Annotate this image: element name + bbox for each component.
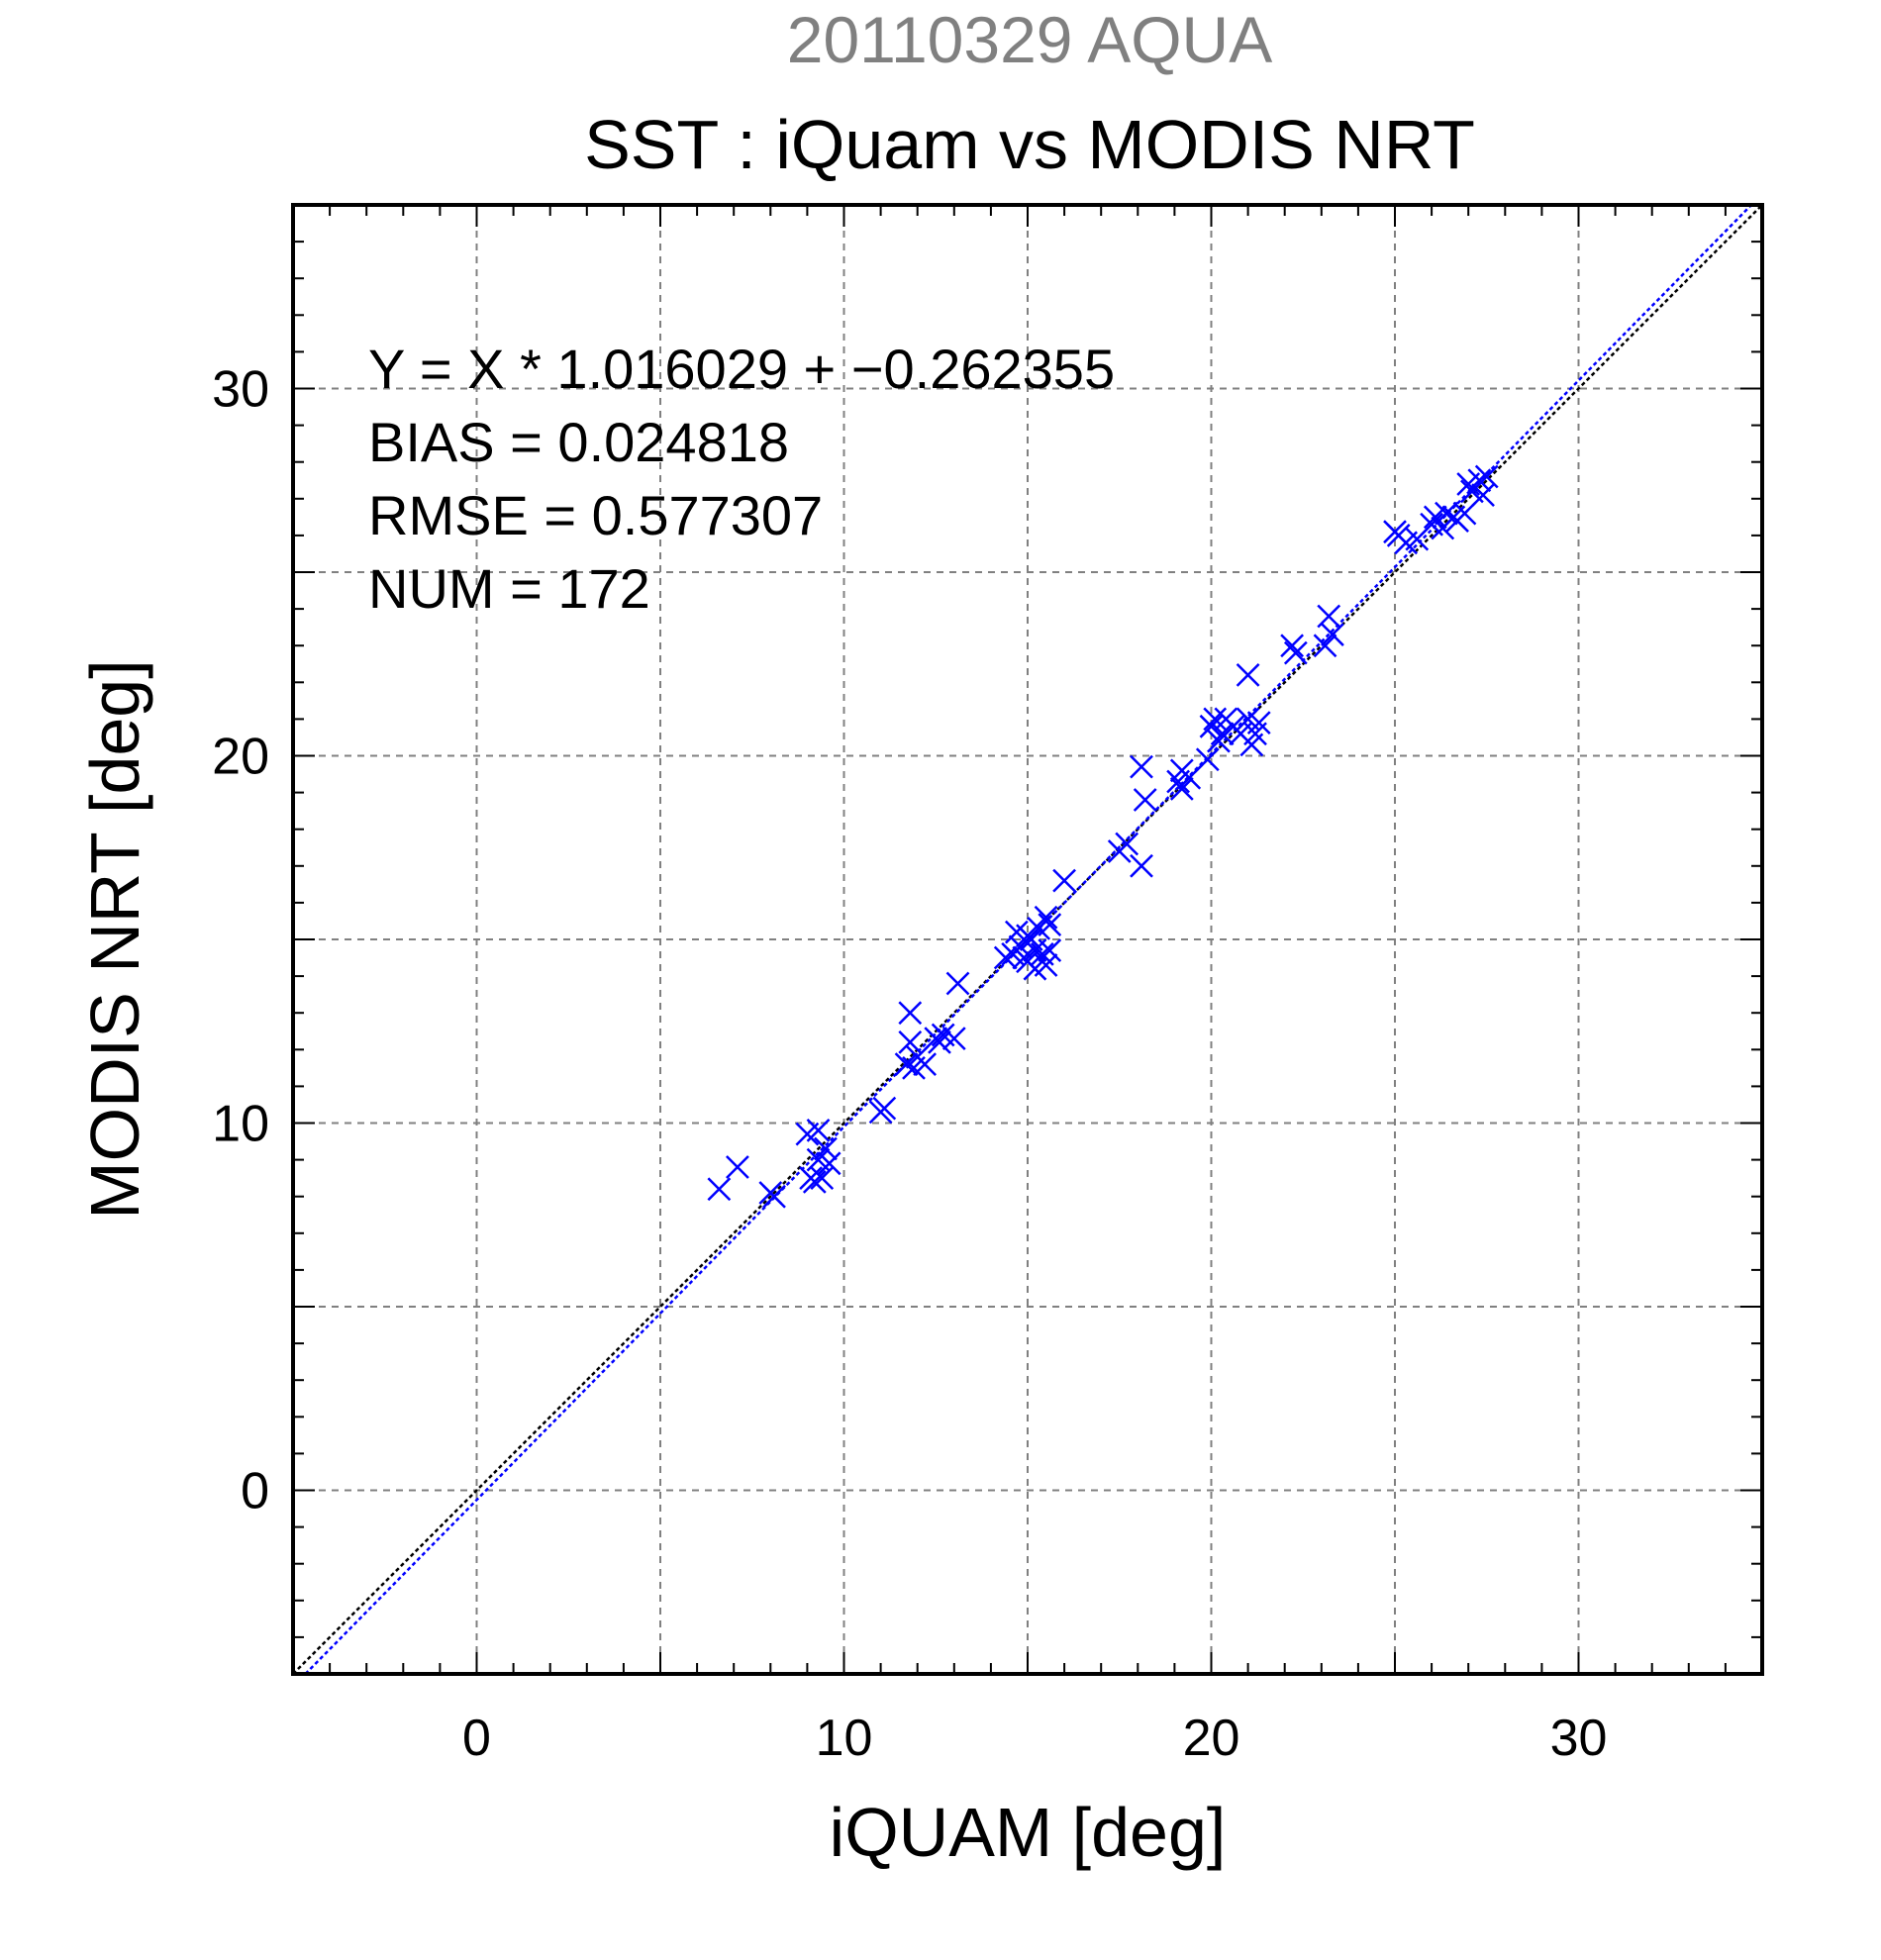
data-point-marker (1210, 722, 1235, 746)
data-point-marker (1452, 501, 1477, 526)
chart-supertitle: 20110329 AQUA (787, 3, 1273, 76)
data-point-marker (1133, 788, 1157, 812)
data-point-marker (817, 1151, 842, 1176)
data-point-marker (928, 1029, 951, 1054)
data-point-marker (726, 1155, 749, 1179)
data-point-marker (1038, 938, 1062, 963)
data-point-marker (1195, 747, 1220, 772)
data-point-marker (1034, 905, 1058, 930)
data-point-marker (1199, 714, 1224, 738)
tick-labels: 0 10 20 30 0 10 20 30 (212, 361, 1607, 1768)
y-axis-label: MODIS NRT [deg] (76, 659, 153, 1219)
data-point-marker (898, 1001, 923, 1026)
data-point-marker (1115, 832, 1139, 856)
data-point-marker (810, 1166, 835, 1191)
data-point-marker (1435, 501, 1458, 526)
data-point-marker (1203, 707, 1228, 732)
bias-stat: BIAS = 0.024818 (368, 411, 789, 473)
data-point-marker (1283, 640, 1308, 665)
data-point-marker (894, 1052, 919, 1077)
data-point-marker (993, 945, 1018, 970)
x-tick-label: 20 (1183, 1710, 1240, 1767)
chart-title: SST : iQuam vs MODIS NRT (584, 106, 1475, 183)
data-point-marker (941, 1027, 966, 1051)
x-tick-label: 30 (1550, 1710, 1608, 1767)
data-point-marker (1321, 623, 1344, 646)
data-point-marker (707, 1177, 732, 1202)
data-point-marker (1474, 464, 1499, 489)
data-point-marker (1169, 777, 1194, 801)
y-tick-label: 10 (212, 1096, 269, 1153)
data-point-marker (806, 1119, 831, 1142)
data-point-marker (1130, 754, 1153, 779)
rmse-stat: RMSE = 0.577307 (368, 484, 823, 546)
data-points (707, 464, 1499, 1209)
data-point-marker (802, 1169, 827, 1194)
data-point-marker (762, 1184, 786, 1209)
data-point-marker (1052, 868, 1076, 893)
data-point-marker (1246, 711, 1271, 735)
x-tick-label: 0 (462, 1710, 491, 1767)
y-tick-label: 0 (241, 1463, 269, 1520)
stats-box: Y = X * 1.016029 + −0.262355 BIAS = 0.02… (368, 338, 1115, 620)
data-point-marker (945, 971, 970, 996)
data-point-marker (1130, 853, 1153, 878)
data-point-marker (872, 1096, 897, 1121)
plot-frame (291, 203, 1764, 1676)
data-point-marker (1038, 913, 1062, 937)
num-stat: NUM = 172 (368, 557, 650, 620)
data-point-marker (1313, 634, 1337, 658)
data-point-marker (1034, 953, 1058, 977)
data-point-marker (1236, 662, 1260, 687)
data-point-marker (1177, 765, 1202, 790)
data-point-marker (814, 1136, 838, 1161)
grid (293, 205, 1762, 1674)
data-point-marker (1471, 483, 1495, 507)
data-point-marker (898, 1029, 923, 1054)
axis-ticks (293, 205, 1762, 1674)
data-point-marker (1317, 604, 1341, 629)
y-tick-label: 30 (212, 361, 269, 419)
x-tick-label: 10 (816, 1710, 873, 1767)
regression-equation: Y = X * 1.016029 + −0.262355 (368, 338, 1115, 400)
x-axis-label: iQUAM [deg] (830, 1794, 1227, 1871)
data-point-marker (913, 1052, 938, 1077)
data-point-marker (1467, 468, 1492, 493)
y-tick-label: 20 (212, 729, 269, 786)
data-point-marker (1280, 634, 1305, 658)
